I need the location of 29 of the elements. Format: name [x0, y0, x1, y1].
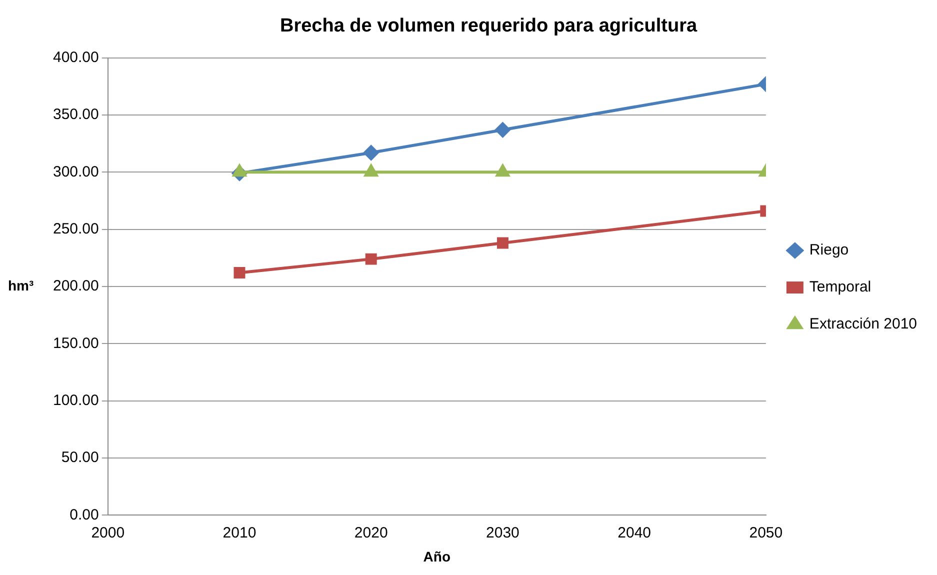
- point: [234, 267, 246, 279]
- legend-label: Riego: [809, 242, 849, 259]
- y-tick-label: 200.00: [52, 278, 99, 295]
- x-tick-label: 2050: [749, 524, 783, 542]
- y-tick-label: 300.00: [52, 163, 99, 180]
- x-tick-label: 2010: [222, 524, 256, 542]
- y-tick-label: 50.00: [61, 449, 99, 466]
- x-axis-title: Año: [423, 548, 451, 564]
- point: [495, 122, 510, 138]
- chart-title: Brecha de volumen requerido para agricultura: [280, 16, 698, 37]
- y-tick-label: 150.00: [52, 334, 99, 352]
- x-tick-label: 2000: [91, 524, 125, 542]
- legend-label: Extracción 2010: [809, 316, 918, 333]
- y-tick-label: 250.00: [52, 220, 99, 238]
- x-tick-label: 2040: [618, 524, 652, 542]
- point: [364, 145, 379, 160]
- legend-label: Temporal: [809, 278, 872, 296]
- x-tick-label: 2030: [486, 524, 520, 542]
- y-tick-label: 100.00: [52, 392, 99, 409]
- y-tick-label: 400.00: [52, 48, 99, 66]
- point: [365, 253, 377, 265]
- point: [232, 164, 246, 177]
- point: [496, 164, 510, 177]
- y-tick-label: 0.00: [70, 506, 99, 524]
- point: [496, 237, 508, 249]
- point: [364, 164, 378, 177]
- x-tick-label: 2020: [354, 524, 388, 542]
- y-axis-title: hm³: [8, 277, 34, 294]
- y-tick-label: 350.00: [52, 106, 99, 124]
